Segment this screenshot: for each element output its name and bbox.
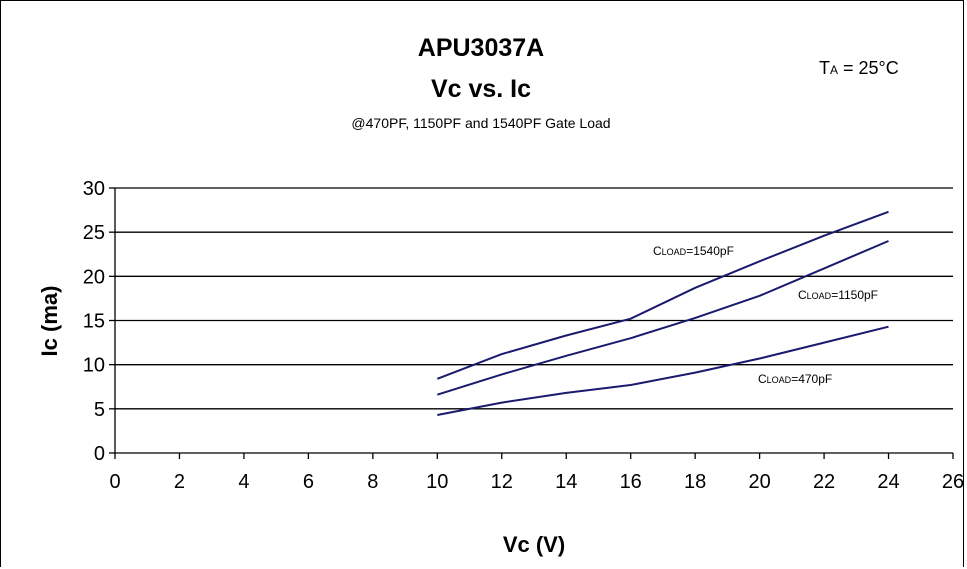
y-tick-label-30: 30 [83,178,105,200]
series-line-470pf [437,325,889,416]
series-label-1150pf: CLOAD=1150pF [798,288,878,302]
x-tick-label-8: 8 [367,471,378,493]
y-tick-label-0: 0 [94,443,105,465]
x-tick-label-2: 2 [174,471,185,493]
y-tick-label-5: 5 [94,399,105,421]
x-tick-label-4: 4 [238,471,249,493]
x-tick-label-18: 18 [684,471,706,493]
series-label-1540pf: CLOAD=1540pF [653,244,734,258]
x-tick-label-6: 6 [303,471,314,493]
series-label-470pf: CLOAD=470pF [758,372,832,386]
series-line-1150pf [436,240,889,396]
x-tick-label-26: 26 [942,471,964,493]
x-tick-labels: 0 2 4 6 8 10 12 14 16 18 20 22 24 26 [109,471,964,493]
x-tick-label-12: 12 [491,471,513,493]
x-tick-label-14: 14 [555,471,577,493]
temperature-annotation: TA = 25°C [819,58,899,78]
y-tick-label-15: 15 [83,311,105,333]
y-tick-labels: 0 5 10 15 20 25 30 [83,178,105,465]
x-tick-label-16: 16 [620,471,642,493]
y-tick-label-25: 25 [83,222,105,244]
series-lines [436,210,889,416]
x-tick-label-24: 24 [877,471,899,493]
x-axis-label: Vc (V) [503,532,565,557]
gridlines [115,187,953,410]
y-tick-label-20: 20 [83,266,105,288]
chart-subtitle: Vc vs. Ic [431,75,531,103]
x-tick-label-0: 0 [109,471,120,493]
y-axis-label: Ic (ma) [37,286,62,357]
x-tick-label-22: 22 [813,471,835,493]
series-line-1540pf [436,210,889,380]
x-tick-label-10: 10 [426,471,448,493]
axes [109,187,954,459]
chart-caption: @470PF, 1150PF and 1540PF Gate Load [351,115,610,131]
y-tick-label-10: 10 [83,355,105,377]
chart-title: APU3037A [418,34,544,62]
x-tick-label-20: 20 [748,471,770,493]
